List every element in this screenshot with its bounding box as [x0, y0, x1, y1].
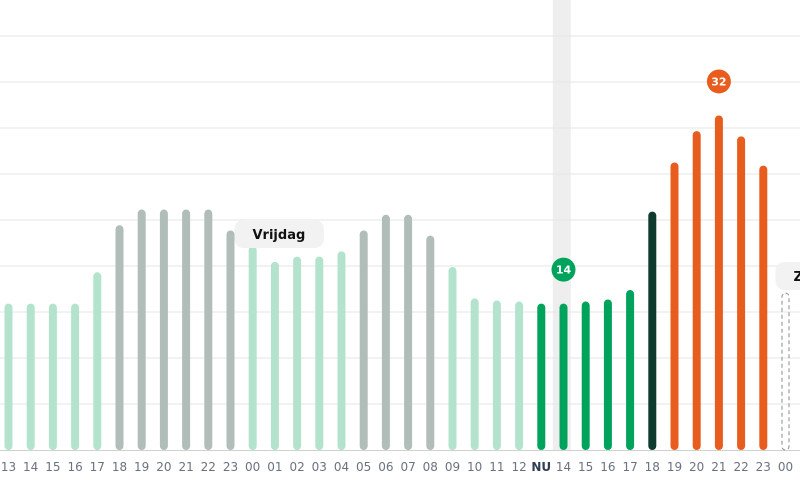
- x-tick-label: 07: [400, 460, 415, 474]
- x-tick-label: 11: [489, 460, 504, 474]
- bar-past[interactable]: [515, 301, 524, 450]
- day-label-pill: [775, 262, 800, 290]
- value-callout: 14: [551, 257, 576, 282]
- bar-gray[interactable]: [426, 235, 435, 450]
- bar-dark[interactable]: [648, 211, 657, 450]
- x-tick-label: 20: [156, 460, 171, 474]
- bar-past[interactable]: [448, 267, 457, 450]
- bar-past[interactable]: [492, 300, 501, 451]
- x-tick-label: 19: [134, 460, 149, 474]
- day-label: Vrijdag: [234, 220, 324, 248]
- x-tick-label: 04: [334, 460, 349, 474]
- x-tick-label: 06: [378, 460, 393, 474]
- bar-past[interactable]: [337, 251, 346, 450]
- value-callout-text: 14: [556, 264, 572, 277]
- bar-gray[interactable]: [159, 209, 168, 450]
- day-label-pill: [234, 220, 324, 248]
- bar-past[interactable]: [71, 303, 80, 450]
- bar-peak[interactable]: [692, 131, 701, 451]
- x-tick-label: 23: [756, 460, 771, 474]
- x-tick-label: 21: [178, 460, 193, 474]
- bar-gray[interactable]: [204, 209, 213, 450]
- x-tick-label: 03: [312, 460, 327, 474]
- x-tick-label: 16: [600, 460, 615, 474]
- value-callout-badge: [551, 257, 576, 282]
- bar-peak[interactable]: [759, 165, 768, 451]
- bar-peak[interactable]: [714, 115, 723, 451]
- bar-current[interactable]: [626, 290, 635, 450]
- x-tick-label: 02: [289, 460, 304, 474]
- bar-past[interactable]: [293, 256, 302, 450]
- bar-past[interactable]: [315, 256, 324, 450]
- x-tick-label: 23: [223, 460, 238, 474]
- x-tick-label: 08: [423, 460, 438, 474]
- bar-gray[interactable]: [226, 230, 235, 450]
- x-tick-label: 05: [356, 460, 371, 474]
- value-callout-text: 32: [711, 75, 726, 88]
- x-tick-label: 14: [23, 460, 38, 474]
- x-tick-label: 20: [689, 460, 704, 474]
- x-tick-label: NU: [531, 460, 551, 474]
- bar-peak[interactable]: [737, 136, 746, 450]
- x-tick-label: 12: [511, 460, 526, 474]
- value-callout-badge: [706, 69, 731, 94]
- x-tick-label: 21: [711, 460, 726, 474]
- bar-gray[interactable]: [182, 209, 191, 450]
- day-label-text: Vrijdag: [253, 228, 306, 243]
- day-label: Zaterdag: [775, 262, 800, 290]
- bar-current[interactable]: [603, 299, 612, 450]
- bar-current[interactable]: [559, 303, 568, 450]
- bar-past[interactable]: [4, 303, 13, 450]
- x-tick-label: 16: [67, 460, 82, 474]
- bar-past[interactable]: [93, 272, 102, 450]
- x-tick-label: 15: [578, 460, 593, 474]
- x-tick-label: 09: [445, 460, 460, 474]
- x-tick-label: 17: [90, 460, 105, 474]
- day-label-text: Zaterdag: [794, 270, 800, 285]
- x-tick-label: 18: [112, 460, 127, 474]
- x-tick-label: 15: [45, 460, 60, 474]
- bar-gray[interactable]: [381, 214, 390, 450]
- x-tick-label: 18: [645, 460, 660, 474]
- x-tick-label: 22: [201, 460, 216, 474]
- bar-gray[interactable]: [115, 225, 124, 450]
- bar-gray[interactable]: [137, 209, 146, 450]
- bar-past[interactable]: [470, 298, 479, 450]
- value-callout: 32: [706, 69, 731, 94]
- bar-past[interactable]: [48, 303, 57, 450]
- bar-current[interactable]: [537, 303, 546, 450]
- x-tick-label: 00: [778, 460, 793, 474]
- bar-past[interactable]: [248, 246, 257, 450]
- bar-gray[interactable]: [359, 230, 368, 450]
- x-tick-label: 10: [467, 460, 482, 474]
- x-tick-label: 13: [1, 460, 16, 474]
- x-tick-label: 14: [556, 460, 571, 474]
- bar-gray[interactable]: [404, 214, 413, 450]
- x-tick-label: 22: [733, 460, 748, 474]
- bar-past[interactable]: [270, 261, 279, 450]
- bar-placeholder[interactable]: [781, 292, 790, 451]
- x-tick-label: 00: [245, 460, 260, 474]
- x-tick-label: 01: [267, 460, 282, 474]
- bar-current[interactable]: [581, 301, 590, 450]
- bar-past[interactable]: [26, 303, 35, 450]
- x-tick-label: 17: [622, 460, 637, 474]
- bar-peak[interactable]: [670, 162, 679, 451]
- x-tick-label: 19: [667, 460, 682, 474]
